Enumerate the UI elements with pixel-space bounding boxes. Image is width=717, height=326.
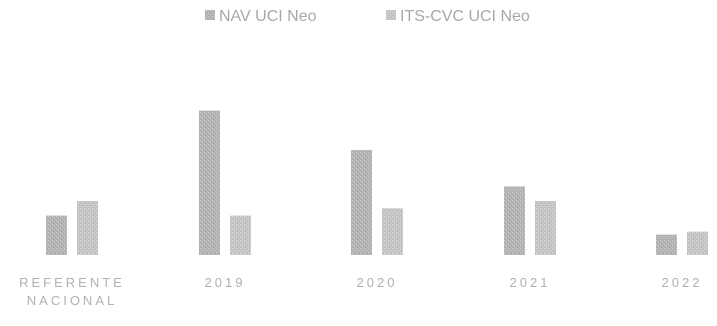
legend-item-0: NAV UCI Neo (205, 8, 317, 25)
plot-area (46, 110, 708, 255)
legend: NAV UCI Neo ITS-CVC UCI Neo (205, 8, 530, 25)
legend-swatch-texture-1 (386, 10, 396, 20)
legend-swatch-texture-0 (205, 10, 215, 20)
x-axis: REFERENTE NACIONAL 2019 2020 2021 2022 (19, 275, 703, 308)
legend-label-0: NAV UCI Neo (219, 8, 317, 25)
bar-group-2 (351, 150, 403, 255)
bar-group-3 (504, 186, 556, 255)
bar-texture-s0-c0 (46, 215, 67, 255)
bar-texture-s1-c2 (382, 208, 403, 255)
legend-item-1: ITS-CVC UCI Neo (386, 8, 530, 25)
x-tick-label-2-0: 2020 (357, 275, 398, 290)
bar-texture-s0-c4 (656, 234, 677, 255)
bar-group-4 (656, 231, 708, 255)
legend-label-1: ITS-CVC UCI Neo (400, 8, 530, 25)
bar-texture-s0-c1 (199, 110, 220, 255)
bar-group-1 (199, 110, 251, 255)
bar-texture-s1-c4 (687, 231, 708, 255)
x-tick-label-0-1: NACIONAL (27, 293, 117, 308)
bar-texture-s0-c2 (351, 150, 372, 255)
bar-group-0 (46, 201, 98, 255)
x-tick-label-3-0: 2021 (510, 275, 551, 290)
x-tick-label-0-0: REFERENTE (19, 275, 125, 290)
x-tick-label-4-0: 2022 (662, 275, 703, 290)
bar-texture-s1-c3 (535, 201, 556, 255)
x-tick-label-1-0: 2019 (205, 275, 246, 290)
bar-texture-s1-c1 (230, 215, 251, 255)
bar-texture-s0-c3 (504, 186, 525, 255)
bar-texture-s1-c0 (77, 201, 98, 255)
